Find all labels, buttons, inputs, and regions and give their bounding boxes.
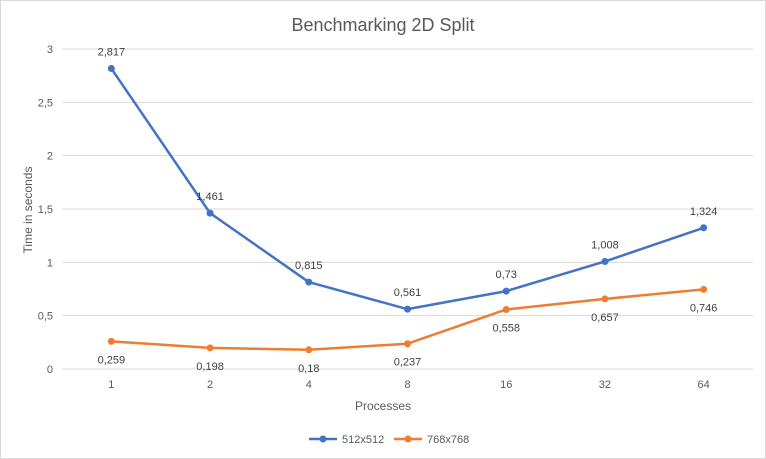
y-axis-ticks: 0 0,5 1 1,5 2 2,5 3 — [38, 44, 53, 376]
data-point — [404, 305, 411, 313]
y-tick-label: 1 — [47, 257, 53, 269]
y-tick-label: 2 — [47, 151, 53, 163]
data-label: 1,324 — [690, 206, 718, 218]
legend: 512x512 768x768 — [309, 434, 469, 446]
data-point — [404, 340, 411, 348]
data-point — [601, 295, 609, 303]
legend-marker — [319, 435, 327, 443]
data-label: 1,461 — [196, 191, 224, 203]
series-512x512: 2,817 1,461 0,815 0,561 0,73 1,008 1,324 — [98, 47, 718, 313]
data-point — [206, 209, 214, 217]
x-tick-label: 16 — [500, 379, 512, 391]
x-tick-label: 4 — [306, 379, 312, 391]
data-label: 0,657 — [591, 312, 619, 324]
data-point — [305, 346, 313, 354]
series-768x768: 0,259 0,198 0,18 0,237 0,558 0,657 0,746 — [98, 285, 718, 375]
series-line — [110, 67, 705, 311]
data-point — [700, 285, 708, 293]
x-tick-label: 8 — [404, 379, 410, 391]
x-tick-label: 64 — [698, 379, 710, 391]
data-label: 0,561 — [394, 287, 422, 299]
data-point — [502, 287, 510, 295]
data-label: 2,817 — [98, 47, 126, 59]
x-tick-label: 32 — [599, 379, 611, 391]
data-label: 0,18 — [298, 363, 319, 375]
data-point — [700, 224, 708, 232]
data-point — [305, 278, 313, 286]
y-tick-label: 0,5 — [38, 311, 53, 323]
data-point — [502, 305, 510, 313]
data-label: 1,008 — [591, 239, 619, 251]
y-tick-label: 0 — [47, 364, 53, 376]
legend-entry: 768x768 — [427, 434, 469, 446]
x-tick-label: 1 — [108, 379, 114, 391]
legend-marker — [404, 435, 412, 443]
data-label: 0,558 — [492, 322, 520, 334]
data-label: 0,815 — [295, 260, 323, 272]
x-tick-label: 2 — [207, 379, 213, 391]
y-tick-label: 2,5 — [38, 97, 53, 109]
y-axis-label: Time in seconds — [21, 167, 35, 254]
data-point — [107, 337, 115, 345]
data-label: 0,237 — [394, 357, 422, 369]
x-axis-label: Processes — [355, 399, 411, 413]
chart-title: Benchmarking 2D Split — [291, 15, 474, 35]
gridlines — [62, 48, 753, 370]
data-label: 0,746 — [690, 302, 718, 314]
data-point — [206, 344, 214, 352]
data-point — [601, 257, 609, 265]
data-label: 0,73 — [496, 269, 517, 281]
legend-entry: 512x512 — [342, 434, 384, 446]
series: 2,8171,4610,8150,5610,731,0081,3240,2590… — [98, 47, 718, 375]
y-tick-label: 1,5 — [38, 204, 53, 216]
x-axis-ticks: 1 2 4 8 16 32 64 — [108, 379, 709, 391]
data-label: 0,198 — [196, 361, 224, 373]
data-point — [107, 65, 115, 73]
y-tick-label: 3 — [47, 44, 53, 56]
data-label: 0,259 — [98, 354, 126, 366]
